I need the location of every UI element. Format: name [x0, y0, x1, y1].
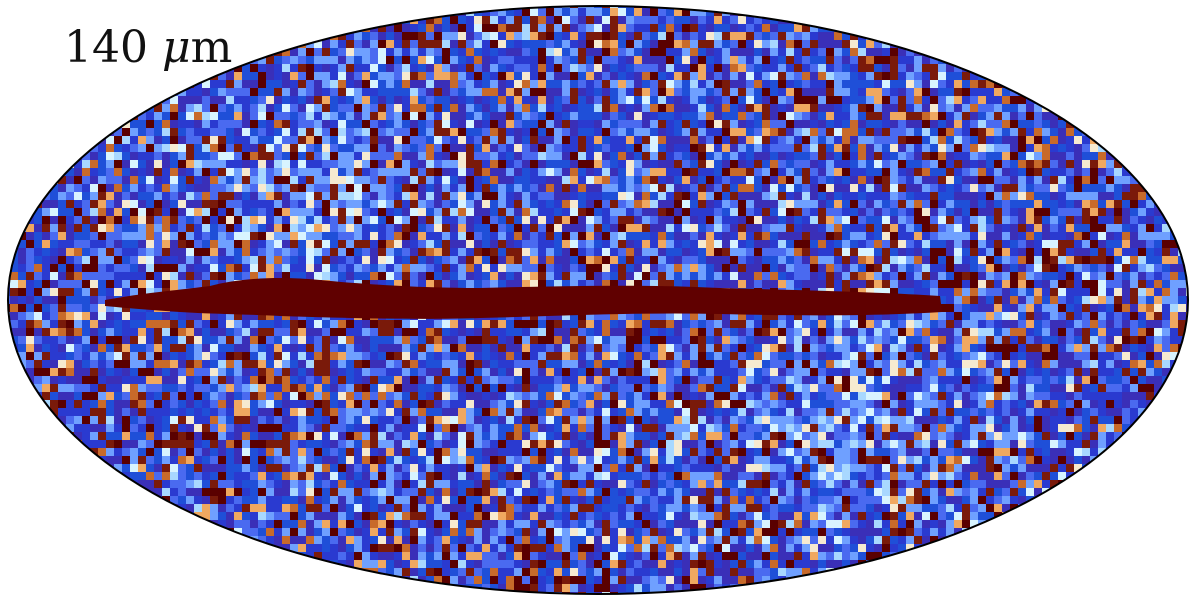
map-outline	[7, 5, 1189, 595]
galactic-plane-band	[105, 278, 942, 319]
